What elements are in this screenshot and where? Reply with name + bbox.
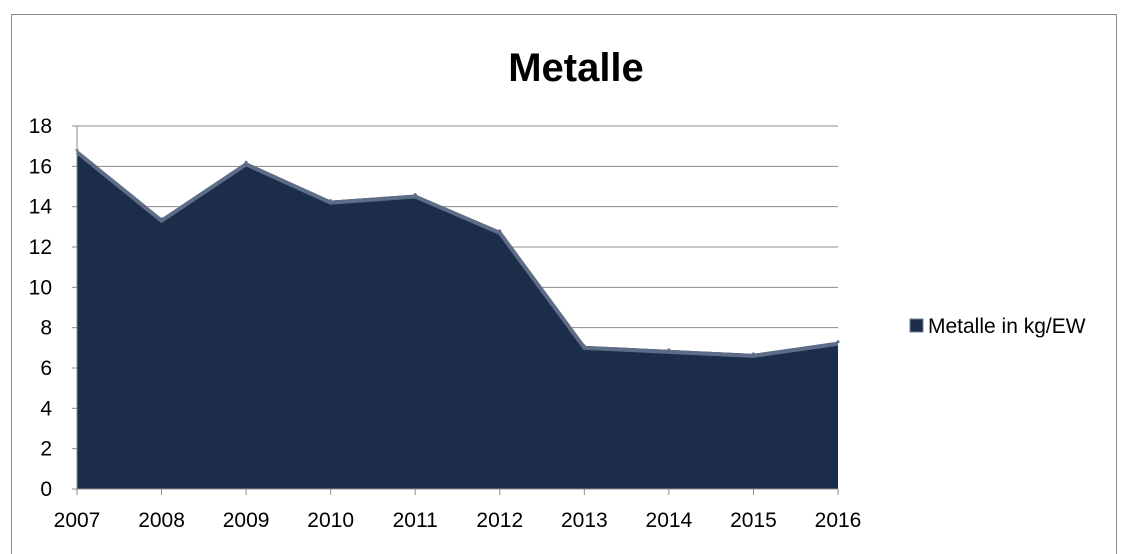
x-tick-label: 2009 (223, 509, 270, 532)
area-top-edge (75, 150, 839, 358)
axes (76, 126, 838, 490)
x-tick-label: 2015 (730, 509, 777, 532)
y-tick-label: 10 (29, 276, 52, 299)
x-tick-label: 2016 (815, 509, 862, 532)
y-tick-label: 8 (40, 317, 52, 340)
data-point (751, 352, 755, 356)
y-tick-label: 2 (40, 438, 52, 461)
x-tick-label: 2010 (307, 509, 354, 532)
data-point (498, 229, 502, 233)
data-point (413, 193, 417, 197)
legend-label: Metalle in kg/EW (928, 315, 1086, 338)
legend: Metalle in kg/EW (909, 315, 1086, 338)
y-tick-label: 0 (40, 478, 52, 501)
x-axis-ticks: 2007 2008 2009 2010 2011 2012 2013 2014 2015 2016 (54, 489, 862, 532)
x-tick-label: 2013 (561, 509, 608, 532)
y-tick-label: 12 (29, 236, 52, 259)
data-point (836, 340, 840, 344)
y-axis-ticks: 0 2 4 6 8 10 12 14 16 18 (29, 115, 77, 501)
y-tick-label: 14 (29, 196, 53, 219)
y-tick-label: 4 (40, 397, 52, 420)
y-tick-label: 16 (29, 155, 52, 178)
data-point (160, 217, 164, 221)
y-tick-label: 18 (29, 115, 52, 138)
data-point (329, 199, 333, 203)
x-tick-label: 2008 (138, 509, 185, 532)
legend-swatch (909, 318, 924, 333)
x-tick-label: 2012 (476, 509, 523, 532)
area-fill (77, 150, 838, 489)
x-tick-label: 2014 (646, 509, 693, 532)
chart-title: Metalle (508, 46, 644, 90)
x-tick-label: 2011 (393, 509, 438, 532)
series-area (75, 148, 840, 489)
data-point (582, 344, 586, 348)
chart-frame (11, 14, 1117, 554)
y-tick-label: 6 (40, 357, 52, 380)
data-point (244, 160, 248, 164)
x-tick-label: 2007 (54, 509, 101, 532)
data-point (667, 348, 671, 352)
